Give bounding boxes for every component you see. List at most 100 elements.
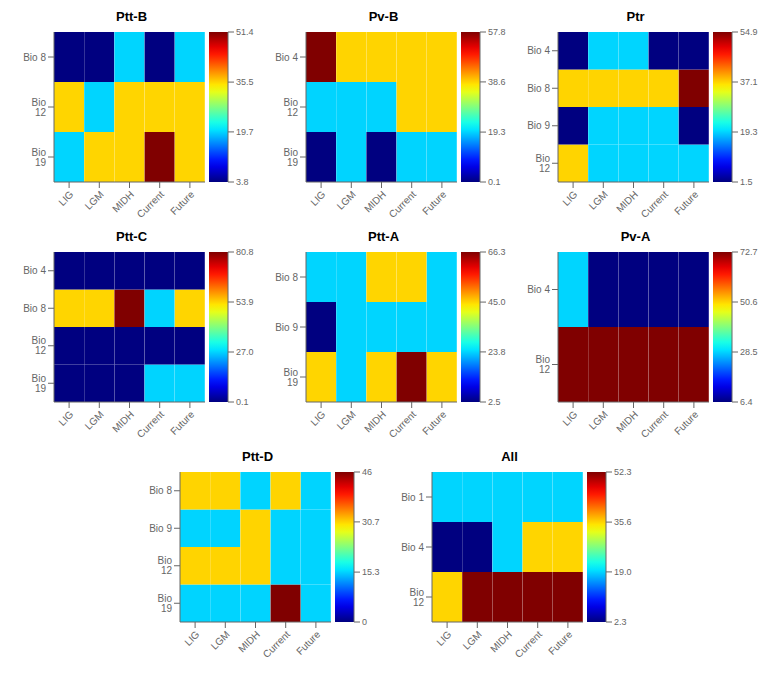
svg-text:Bio12: Bio12 [284,97,299,118]
svg-text:Current: Current [639,189,671,221]
svg-text:Bio19: Bio19 [32,147,47,168]
svg-text:LIG: LIG [560,409,579,428]
svg-text:LIG: LIG [56,189,75,208]
svg-text:LGM: LGM [335,189,358,212]
svg-text:MIDH: MIDH [110,189,136,215]
svg-text:54.9: 54.9 [740,27,758,37]
svg-text:3.8: 3.8 [236,177,249,187]
svg-text:MIDH: MIDH [614,409,640,435]
svg-text:Future: Future [546,628,575,657]
svg-text:LIG: LIG [434,629,453,648]
svg-text:2.3: 2.3 [614,617,627,627]
svg-text:Future: Future [168,408,197,437]
svg-text:Bio12: Bio12 [32,97,47,118]
svg-text:LIG: LIG [182,629,201,648]
svg-text:Bio 9: Bio 9 [275,322,298,333]
svg-text:19.3: 19.3 [488,127,506,137]
svg-text:Current: Current [387,409,419,441]
svg-text:MIDH: MIDH [362,189,388,215]
svg-text:LIG: LIG [560,189,579,208]
svg-text:0.1: 0.1 [236,397,249,407]
svg-text:2.5: 2.5 [488,397,501,407]
svg-text:38.6: 38.6 [488,77,506,87]
svg-text:51.4: 51.4 [236,27,254,37]
svg-text:MIDH: MIDH [236,629,262,655]
svg-text:Current: Current [387,189,419,221]
svg-text:19.7: 19.7 [236,127,254,137]
svg-text:LGM: LGM [335,409,358,432]
svg-text:Current: Current [639,409,671,441]
svg-text:Bio12: Bio12 [536,153,551,174]
svg-text:Bio12: Bio12 [158,555,173,576]
svg-text:MIDH: MIDH [488,629,514,655]
svg-text:Bio 8: Bio 8 [527,83,550,94]
svg-text:MIDH: MIDH [614,189,640,215]
svg-text:Bio 4: Bio 4 [527,45,550,56]
svg-text:Current: Current [261,629,293,661]
svg-text:LGM: LGM [587,409,610,432]
svg-text:28.5: 28.5 [740,347,758,357]
svg-text:Bio 4: Bio 4 [275,52,298,63]
svg-text:50.6: 50.6 [740,297,758,307]
svg-text:LIG: LIG [308,189,327,208]
svg-text:Current: Current [513,629,545,661]
svg-text:15.3: 15.3 [362,567,380,577]
svg-text:LGM: LGM [461,629,484,652]
svg-text:Future: Future [294,628,323,657]
svg-text:Current: Current [135,189,167,221]
svg-text:37.1: 37.1 [740,77,758,87]
svg-text:Bio19: Bio19 [158,593,173,614]
svg-text:80.8: 80.8 [236,247,254,257]
svg-text:Bio 4: Bio 4 [23,265,46,276]
svg-text:LGM: LGM [209,629,232,652]
svg-text:Bio12: Bio12 [32,335,47,356]
svg-text:Future: Future [168,188,197,217]
svg-text:23.8: 23.8 [488,347,506,357]
svg-text:35.6: 35.6 [614,517,632,527]
svg-text:Bio19: Bio19 [32,373,47,394]
svg-text:Bio 9: Bio 9 [527,120,550,131]
svg-text:Bio12: Bio12 [410,587,425,608]
svg-text:27.0: 27.0 [236,347,254,357]
svg-text:Bio 8: Bio 8 [275,272,298,283]
svg-text:Bio 9: Bio 9 [149,523,172,534]
svg-text:46: 46 [362,467,372,477]
svg-text:30.7: 30.7 [362,517,380,527]
svg-text:Bio 4: Bio 4 [527,284,550,295]
svg-text:Future: Future [672,188,701,217]
svg-text:0.1: 0.1 [488,177,501,187]
svg-text:MIDH: MIDH [362,409,388,435]
svg-text:57.8: 57.8 [488,27,506,37]
svg-text:35.5: 35.5 [236,77,254,87]
svg-text:0: 0 [362,617,367,627]
svg-text:Bio 8: Bio 8 [149,485,172,496]
svg-text:72.7: 72.7 [740,247,758,257]
svg-text:Bio19: Bio19 [284,367,299,388]
svg-text:Bio 1: Bio 1 [401,492,424,503]
html-text:Ptt-B: Ptt-B [116,9,147,24]
svg-text:Future: Future [420,408,449,437]
svg-text:Bio 4: Bio 4 [401,542,424,553]
svg-text:19.3: 19.3 [740,127,758,137]
svg-text:LGM: LGM [587,189,610,212]
svg-text:LGM: LGM [83,409,106,432]
svg-text:66.3: 66.3 [488,247,506,257]
svg-text:Bio 8: Bio 8 [23,52,46,63]
svg-text:52.3: 52.3 [614,467,632,477]
svg-text:45.0: 45.0 [488,297,506,307]
svg-text:Current: Current [135,409,167,441]
svg-text:6.4: 6.4 [740,397,753,407]
svg-text:1.5: 1.5 [740,177,753,187]
svg-text:Future: Future [420,188,449,217]
svg-text:53.9: 53.9 [236,297,254,307]
svg-text:Bio12: Bio12 [536,354,551,375]
svg-text:LIG: LIG [56,409,75,428]
svg-text:Bio19: Bio19 [284,147,299,168]
svg-text:LIG: LIG [308,409,327,428]
svg-text:Bio 8: Bio 8 [23,303,46,314]
svg-text:MIDH: MIDH [110,409,136,435]
html-text:Pv-B: Pv-B [368,9,399,24]
svg-text:19.0: 19.0 [614,567,632,577]
svg-text:Future: Future [672,408,701,437]
svg-text:LGM: LGM [83,189,106,212]
